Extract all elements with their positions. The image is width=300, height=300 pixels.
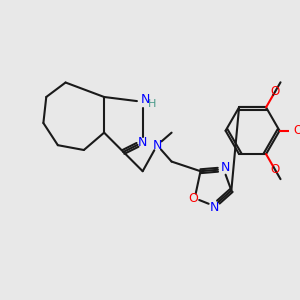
Text: N: N — [221, 161, 230, 174]
Text: O: O — [188, 192, 198, 205]
Text: N: N — [209, 201, 219, 214]
Text: N: N — [138, 136, 147, 149]
Text: H: H — [148, 99, 157, 109]
Text: N: N — [152, 139, 162, 152]
Text: O: O — [293, 124, 300, 137]
Text: O: O — [271, 85, 280, 98]
Text: N: N — [141, 93, 150, 106]
Text: O: O — [271, 164, 280, 176]
